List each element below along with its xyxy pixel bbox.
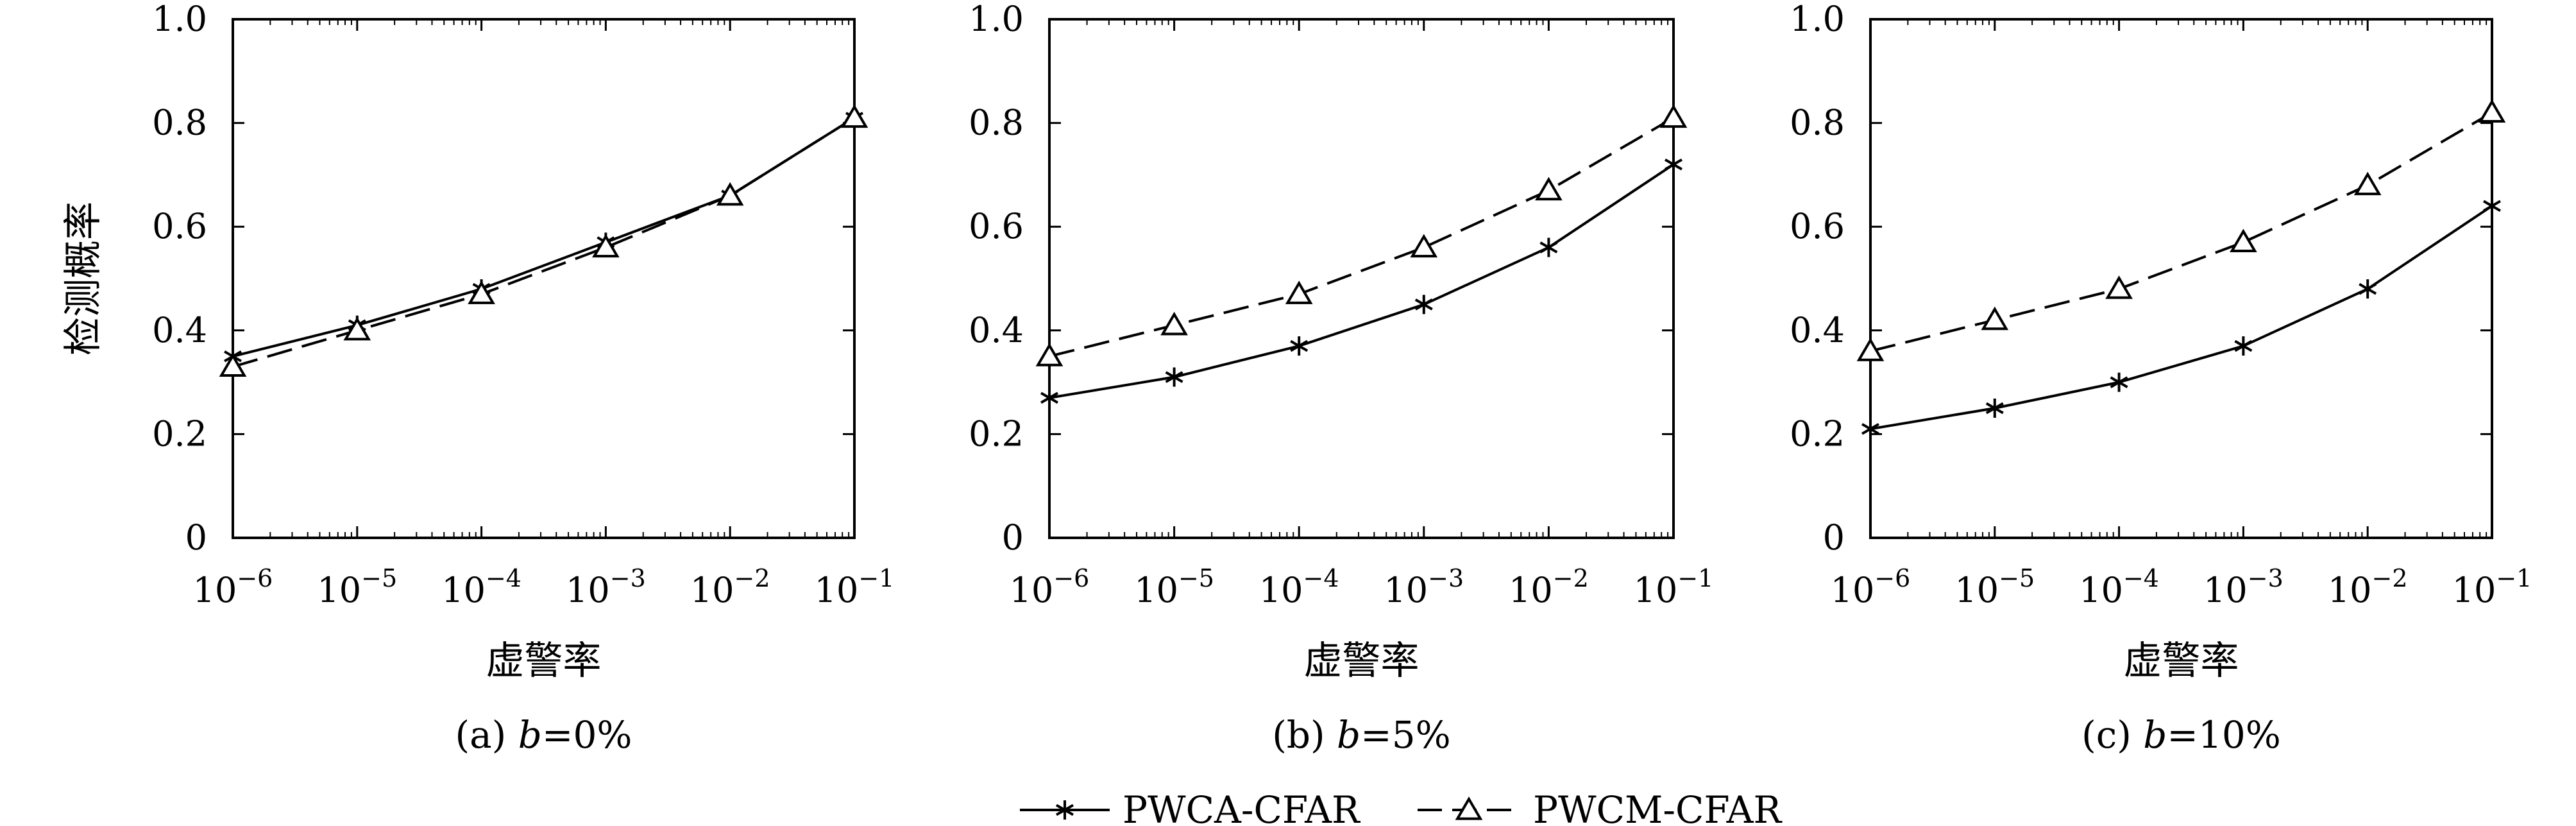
- data-point: [1665, 155, 1682, 175]
- x-tick-label: 10−2: [2328, 564, 2408, 610]
- chart-panel-2: 0 0.2 0.4 0.6 0.8 1.0 10−6 10−5 10−4 10−3 10−2 10−1…: [969, 0, 1713, 757]
- y-tick-label: 1.0: [152, 0, 207, 39]
- x-tick-label: 10−3: [1384, 564, 1464, 610]
- legend-label-pwcm: PWCM-CFAR: [1533, 788, 1783, 826]
- data-point: [1981, 306, 2009, 331]
- y-tick-label: 0.4: [969, 310, 1024, 350]
- series-line: [232, 116, 856, 368]
- data-point: [2230, 228, 2257, 253]
- y-tick-label: 0: [1823, 517, 1845, 558]
- y-tick-label: 0.8: [1790, 103, 1845, 143]
- data-point: [1160, 311, 1188, 336]
- x-tick-label: 10−4: [441, 564, 521, 610]
- data-point: [1539, 237, 1558, 257]
- data-point: [2483, 196, 2501, 216]
- data-point: [592, 234, 620, 258]
- y-tick-label: 0.4: [152, 310, 207, 350]
- y-axis-label: 检测概率: [61, 202, 106, 356]
- plot-frame: [1048, 18, 1675, 539]
- plot-frame: [1869, 18, 2493, 539]
- legend-label-pwca: PWCA-CFAR: [1123, 788, 1361, 826]
- x-tick-label: 10−5: [1134, 564, 1214, 610]
- series-line: [1870, 205, 2493, 431]
- x-tick-label: 10−6: [193, 564, 273, 610]
- data-point: [219, 353, 247, 377]
- series-line: [1049, 163, 1675, 399]
- legend: PWCA-CFAR PWCM-CFAR: [1020, 788, 1783, 826]
- data-point: [1165, 367, 1183, 387]
- data-point: [1410, 234, 1438, 258]
- panel-caption: (c) b=10%: [2081, 713, 2281, 757]
- x-tick-label: 10−2: [690, 564, 770, 610]
- x-tick-label: 10−2: [1509, 564, 1589, 610]
- x-tick-label: 10−1: [2452, 564, 2532, 610]
- y-tick-label: 0.2: [1790, 413, 1845, 454]
- y-tick-label: 0.6: [969, 206, 1024, 246]
- legend-marker-pwca: [1056, 800, 1074, 820]
- data-point: [2353, 171, 2382, 196]
- y-tick-label: 0: [185, 517, 207, 558]
- plot-frame: [232, 18, 856, 539]
- data-point: [1659, 104, 1688, 128]
- data-point: [2105, 275, 2133, 299]
- y-tick-label: 0.2: [152, 413, 207, 454]
- y-tick-label: 0.2: [969, 413, 1024, 454]
- x-tick-label: 10−1: [815, 564, 895, 610]
- series-pwca: [224, 108, 863, 366]
- x-axis-label: 虚警率: [1304, 639, 1419, 684]
- x-tick-label: 10−5: [317, 564, 397, 610]
- y-tick-label: 0.8: [152, 103, 207, 143]
- x-tick-label: 10−6: [1010, 564, 1090, 610]
- data-point: [1040, 388, 1058, 408]
- series-line: [232, 116, 856, 358]
- x-tick-label: 10−4: [1259, 564, 1339, 610]
- panel-caption: (b) b=5%: [1272, 713, 1451, 757]
- x-tick-label: 10−6: [1831, 564, 1911, 610]
- y-tick-label: 0: [1002, 517, 1024, 558]
- data-point: [1861, 419, 1879, 439]
- data-point: [840, 104, 869, 128]
- data-point: [1985, 399, 2004, 418]
- x-axis-label: 虚警率: [2124, 639, 2239, 684]
- x-tick-label: 10−3: [2203, 564, 2284, 610]
- data-point: [2234, 336, 2253, 356]
- y-tick-label: 1.0: [1790, 0, 1845, 39]
- y-tick-label: 0.8: [969, 103, 1024, 143]
- y-tick-label: 0.6: [152, 206, 207, 246]
- series-line: [1870, 111, 2493, 353]
- series-pwca: [1040, 155, 1682, 408]
- y-tick-label: 1.0: [969, 0, 1024, 39]
- data-point: [1856, 338, 1885, 361]
- data-point: [468, 280, 495, 304]
- chart-panel-3: 0 0.2 0.4 0.6 0.8 1.0 10−6 10−5 10−4 10−3 10−2 10−1…: [1790, 0, 2532, 757]
- x-tick-label: 10−3: [566, 564, 646, 610]
- series-pwca: [1861, 196, 2501, 439]
- panel-caption: (a) b=0%: [455, 713, 632, 757]
- series-line: [1049, 116, 1675, 358]
- legend-marker-pwcm: [1455, 796, 1483, 820]
- data-point: [2110, 372, 2128, 392]
- data-point: [716, 182, 744, 206]
- series-pwcm: [219, 104, 869, 377]
- series-pwcm: [1856, 99, 2506, 361]
- data-point: [1290, 336, 1309, 356]
- data-point: [2359, 279, 2377, 299]
- x-tick-label: 10−5: [1954, 564, 2035, 610]
- data-point: [1035, 343, 1063, 366]
- data-point: [1535, 176, 1563, 201]
- x-axis-label: 虚警率: [486, 639, 602, 684]
- series-pwcm: [1035, 104, 1688, 366]
- y-tick-label: 0.4: [1790, 310, 1845, 350]
- y-tick-label: 0.6: [1790, 206, 1845, 246]
- x-tick-label: 10−4: [2079, 564, 2159, 610]
- x-tick-label: 10−1: [1634, 564, 1714, 610]
- data-point: [1414, 295, 1433, 314]
- chart-panel-1: 0 0.2 0.4 0.6 0.8 1.0 10−6 10−5 10−4 10−3 10−2 10−1…: [61, 0, 894, 757]
- data-point: [1285, 280, 1313, 304]
- data-point: [2478, 99, 2506, 123]
- data-point: [343, 316, 371, 341]
